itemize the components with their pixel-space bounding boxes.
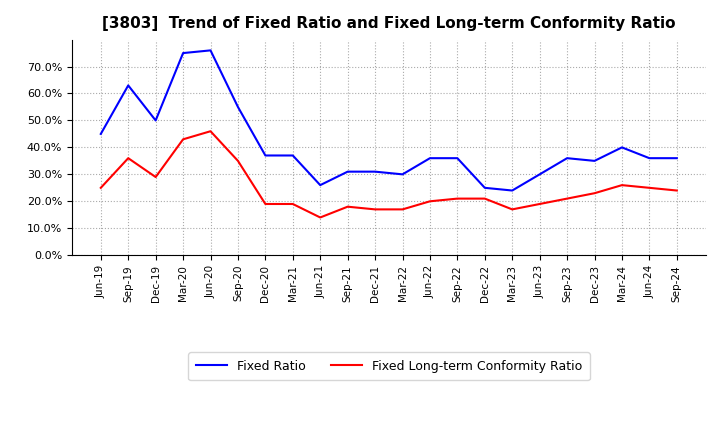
Fixed Long-term Conformity Ratio (672, 188, 681, 193)
Fixed Long-term Conformity Ratio (289, 202, 297, 207)
Fixed Long-term Conformity Ratio (179, 137, 187, 142)
Fixed Ratio (343, 169, 352, 174)
Line: Fixed Long-term Conformity Ratio: Fixed Long-term Conformity Ratio (101, 131, 677, 217)
Fixed Ratio (96, 131, 105, 136)
Fixed Long-term Conformity Ratio (453, 196, 462, 201)
Fixed Ratio (233, 104, 242, 110)
Fixed Long-term Conformity Ratio (426, 198, 434, 204)
Fixed Long-term Conformity Ratio (508, 207, 516, 212)
Fixed Long-term Conformity Ratio (151, 174, 160, 180)
Legend: Fixed Ratio, Fixed Long-term Conformity Ratio: Fixed Ratio, Fixed Long-term Conformity … (188, 352, 590, 380)
Fixed Long-term Conformity Ratio (124, 155, 132, 161)
Fixed Ratio (563, 155, 572, 161)
Fixed Ratio (179, 51, 187, 56)
Fixed Ratio (618, 145, 626, 150)
Line: Fixed Ratio: Fixed Ratio (101, 50, 677, 191)
Fixed Ratio (151, 118, 160, 123)
Title: [3803]  Trend of Fixed Ratio and Fixed Long-term Conformity Ratio: [3803] Trend of Fixed Ratio and Fixed Lo… (102, 16, 675, 32)
Fixed Ratio (453, 155, 462, 161)
Fixed Ratio (371, 169, 379, 174)
Fixed Ratio (645, 155, 654, 161)
Fixed Long-term Conformity Ratio (261, 202, 270, 207)
Fixed Long-term Conformity Ratio (398, 207, 407, 212)
Fixed Long-term Conformity Ratio (233, 158, 242, 164)
Fixed Long-term Conformity Ratio (371, 207, 379, 212)
Fixed Long-term Conformity Ratio (96, 185, 105, 191)
Fixed Long-term Conformity Ratio (343, 204, 352, 209)
Fixed Long-term Conformity Ratio (480, 196, 489, 201)
Fixed Ratio (124, 83, 132, 88)
Fixed Ratio (480, 185, 489, 191)
Fixed Ratio (426, 155, 434, 161)
Fixed Long-term Conformity Ratio (536, 202, 544, 207)
Fixed Ratio (536, 172, 544, 177)
Fixed Ratio (261, 153, 270, 158)
Fixed Ratio (289, 153, 297, 158)
Fixed Long-term Conformity Ratio (645, 185, 654, 191)
Fixed Long-term Conformity Ratio (316, 215, 325, 220)
Fixed Long-term Conformity Ratio (618, 183, 626, 188)
Fixed Ratio (508, 188, 516, 193)
Fixed Long-term Conformity Ratio (206, 128, 215, 134)
Fixed Ratio (672, 155, 681, 161)
Fixed Ratio (206, 48, 215, 53)
Fixed Long-term Conformity Ratio (563, 196, 572, 201)
Fixed Ratio (316, 183, 325, 188)
Fixed Ratio (590, 158, 599, 164)
Fixed Ratio (398, 172, 407, 177)
Fixed Long-term Conformity Ratio (590, 191, 599, 196)
